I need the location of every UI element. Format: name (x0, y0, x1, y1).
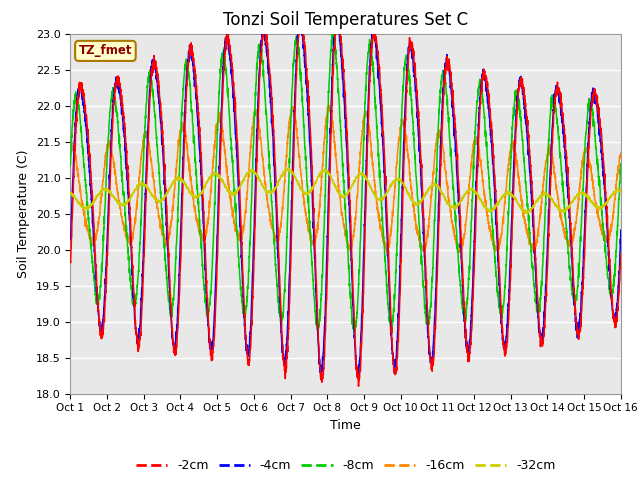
Title: Tonzi Soil Temperatures Set C: Tonzi Soil Temperatures Set C (223, 11, 468, 29)
X-axis label: Time: Time (330, 419, 361, 432)
Text: TZ_fmet: TZ_fmet (79, 44, 132, 58)
Legend: -2cm, -4cm, -8cm, -16cm, -32cm: -2cm, -4cm, -8cm, -16cm, -32cm (131, 455, 561, 477)
Y-axis label: Soil Temperature (C): Soil Temperature (C) (17, 149, 30, 278)
